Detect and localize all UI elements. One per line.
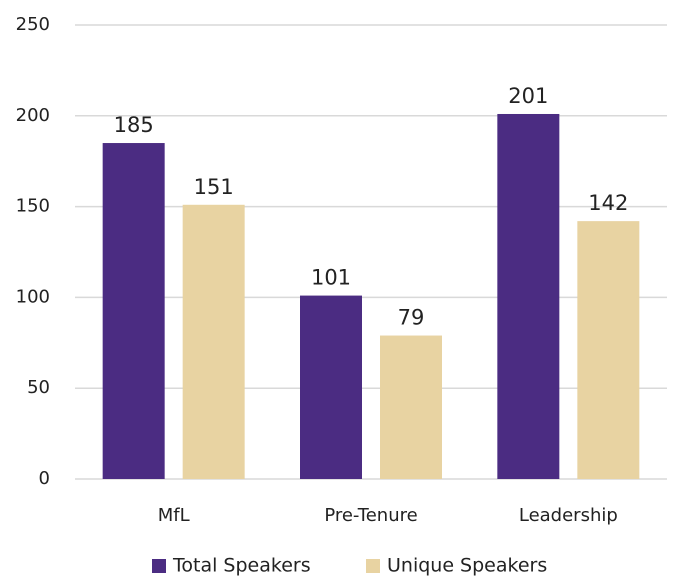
bar (380, 335, 442, 479)
legend-swatch (152, 559, 166, 573)
y-tick-label: 200 (16, 105, 50, 126)
bar (102, 143, 165, 480)
legend-swatch (366, 559, 380, 573)
y-tick-label: 0 (39, 468, 50, 489)
bar (577, 221, 640, 480)
value-label: 151 (194, 175, 234, 199)
bar (497, 113, 560, 479)
value-label: 101 (311, 266, 351, 290)
y-tick-label: 150 (16, 196, 50, 217)
value-label: 185 (114, 113, 154, 137)
y-tick-label: 50 (27, 377, 50, 398)
bar (182, 204, 245, 479)
y-tick-label: 100 (16, 286, 50, 307)
value-label: 79 (398, 306, 425, 330)
value-label: 142 (588, 191, 628, 215)
bar (300, 295, 362, 479)
x-tick-label: Leadership (519, 505, 618, 526)
legend-label: Total Speakers (172, 555, 311, 577)
value-label: 201 (508, 84, 548, 108)
x-tick-label: MfL (158, 505, 190, 526)
y-tick-label: 250 (16, 14, 50, 35)
legend-label: Unique Speakers (387, 555, 547, 577)
x-tick-label: Pre-Tenure (324, 505, 417, 526)
